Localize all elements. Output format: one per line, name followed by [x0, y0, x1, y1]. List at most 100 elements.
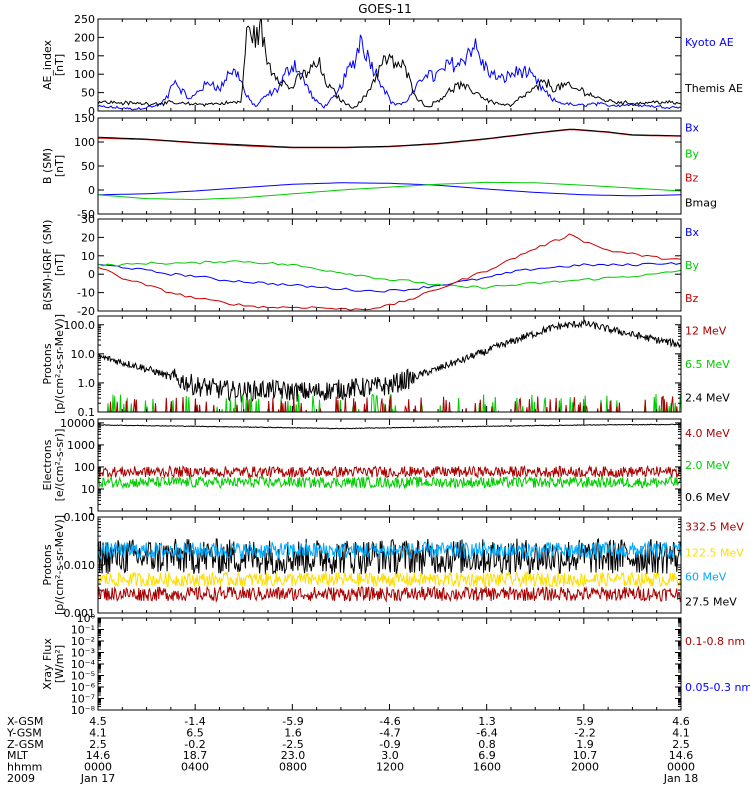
y-tick-label: 10⁻¹ — [71, 624, 95, 637]
panel-protons2: 0.001 0.010 0.100 Protons [p/(cm²-s-sr-MeV)]… — [41, 511, 744, 620]
footer-cell: -5.9 — [282, 715, 303, 728]
legend-entry: 122.5 MeV — [685, 547, 744, 560]
footer-cell: 2.5 — [89, 738, 107, 751]
series-bx — [98, 262, 681, 293]
footer-cell: 14.6 — [669, 749, 694, 762]
y-axis-label: AE_index — [41, 39, 54, 90]
series-themis-ae — [98, 19, 681, 109]
y-tick-label: 100.0 — [64, 319, 96, 332]
y-tick-label: 20 — [81, 231, 95, 244]
legend-entry: 60 MeV — [685, 571, 727, 584]
legend-entry: 12 MeV — [685, 324, 727, 337]
y-axis-label: B (SM) — [41, 148, 54, 184]
footer-cell: 4.6 — [672, 715, 690, 728]
y-tick-label: 0.100 — [64, 511, 96, 524]
y-tick-label: 100 — [74, 461, 95, 474]
footer-cell: Jan 18 — [663, 772, 698, 785]
y-tick-label: 150 — [74, 112, 95, 125]
y-axis-label: [nT] — [53, 54, 66, 76]
footer-cell: -1.4 — [184, 715, 205, 728]
y-axis-label: [p/(cm²-s-sr-MeV)] — [53, 515, 66, 615]
series-0-6-mev — [98, 423, 681, 430]
panel-db: -20 -10 0 10 20 30 B(SM)-IGRF (SM) [nT] Bx By Bz — [41, 213, 700, 318]
series-by — [98, 260, 681, 289]
footer-row-label: X-GSM — [7, 715, 43, 728]
panel-series — [98, 19, 681, 111]
y-tick-label: 150 — [74, 50, 95, 63]
footer-cell: 14.6 — [86, 749, 111, 762]
footer-cell: 4.1 — [89, 726, 107, 739]
y-tick-label: 1 — [88, 505, 95, 518]
footer-cell: -2.5 — [282, 738, 303, 751]
footer-cell: -0.9 — [379, 738, 400, 751]
series-bz — [98, 129, 681, 149]
series-2-4-mev — [98, 319, 681, 404]
footer-cell: 1.3 — [478, 715, 496, 728]
y-tick-label: 50 — [81, 87, 95, 100]
legend-entry: 0.05-0.3 nm — [685, 681, 750, 694]
y-tick-label: 10000 — [60, 417, 95, 430]
y-axis-label: Electrons — [41, 439, 54, 490]
y-tick-label: 30 — [81, 213, 95, 226]
y-axis-label: [e/(cm²-s-sr)] — [53, 429, 66, 502]
panel-series — [98, 128, 681, 201]
y-tick-label: 10⁻⁴ — [71, 658, 96, 671]
footer-cell: 23.0 — [281, 749, 306, 762]
footer-cell: -0.2 — [184, 738, 205, 751]
legend-entry: By — [685, 259, 700, 272]
footer-cell: 1600 — [473, 761, 501, 774]
y-tick-label: 10⁰ — [77, 612, 96, 625]
y-tick-label: 10.0 — [71, 348, 96, 361]
footer-cell: 0400 — [181, 761, 209, 774]
footer-cell: 4.5 — [89, 715, 107, 728]
footer-row-label: 2009 — [7, 772, 35, 785]
footer-row-label: Y-GSM — [6, 726, 42, 739]
y-tick-label: -50 — [77, 208, 95, 221]
y-tick-label: 100 — [74, 68, 95, 81]
legend-entry: 0.6 MeV — [685, 491, 730, 504]
y-tick-label: 10⁻³ — [71, 647, 95, 660]
y-tick-label: 1000 — [67, 439, 95, 452]
y-tick-label: 0 — [88, 105, 95, 118]
footer-cell: 1200 — [376, 761, 404, 774]
footer-cell: -4.6 — [379, 715, 400, 728]
legend-entry: Bmag — [685, 196, 717, 209]
panel-series — [98, 319, 681, 412]
legend-entry: 27.5 MeV — [685, 595, 737, 608]
legend-entry: 0.1-0.8 nm — [685, 635, 745, 648]
series-4-0-mev — [98, 464, 681, 479]
panel-b: -50 0 50 100 150 B (SM) [nT] Bx By Bz Bmag — [41, 112, 717, 221]
y-tick-label: 50 — [81, 160, 95, 173]
legend-entry: 6.5 MeV — [685, 358, 730, 371]
y-tick-label: 0 — [88, 184, 95, 197]
footer-cell: 0000 — [667, 761, 695, 774]
series-332-5-mev — [98, 585, 681, 603]
y-tick-label: 0 — [88, 268, 95, 281]
footer-cell: 6.5 — [186, 726, 204, 739]
panel-frame — [97, 617, 682, 711]
panel-series — [98, 233, 681, 311]
y-tick-label: 200 — [74, 31, 95, 44]
y-tick-label: 1.0 — [78, 377, 96, 390]
series-bz — [98, 233, 681, 311]
footer-cell: 2.5 — [672, 738, 690, 751]
footer-cell: -6.4 — [476, 726, 497, 739]
legend-entry: 332.5 MeV — [685, 521, 744, 534]
footer-row-label: MLT — [7, 749, 28, 762]
footer-cell: 2000 — [571, 761, 599, 774]
y-tick-label: 0.001 — [64, 607, 96, 620]
y-tick-label: 0.1 — [78, 406, 96, 419]
footer-cell: 3.0 — [381, 749, 399, 762]
footer-cell: 0000 — [84, 761, 112, 774]
footer-cell: Jan 17 — [80, 772, 115, 785]
series-2-0-mev — [98, 475, 681, 490]
y-axis-label: [nT] — [53, 254, 66, 276]
y-tick-label: 10⁻⁶ — [71, 681, 96, 694]
y-axis-label: B(SM)-IGRF (SM) — [41, 220, 54, 311]
y-axis-label: [p/(cm²-s-sr-MeV)] — [53, 314, 66, 414]
y-tick-label: 10 — [81, 483, 95, 496]
series-122-5-mev — [98, 570, 681, 589]
y-axis-label: [W/m²] — [53, 645, 66, 683]
